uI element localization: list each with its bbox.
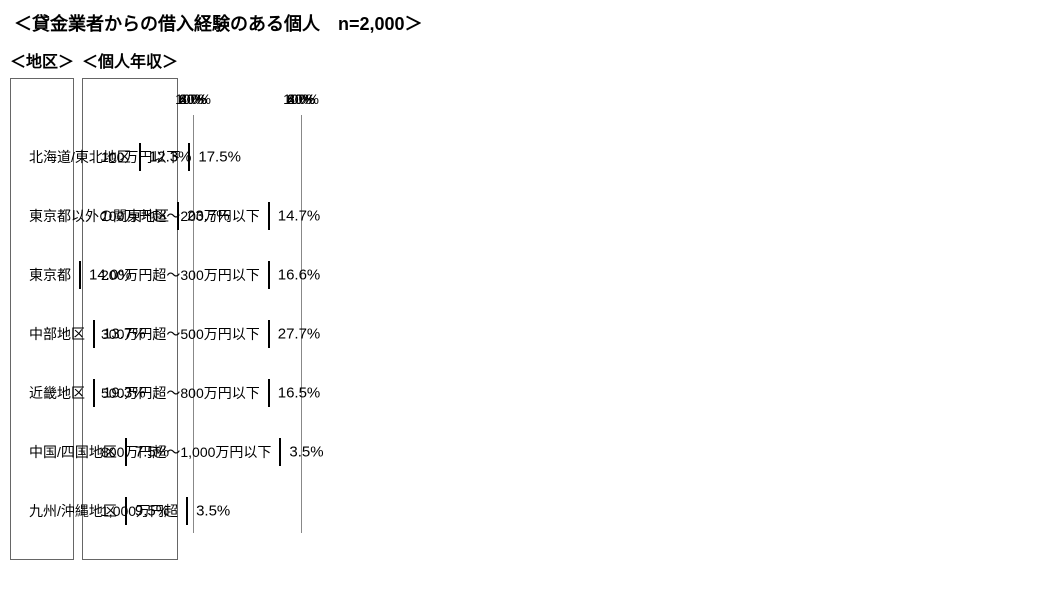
category-label: 300万円超～500万円以下 [101,324,268,344]
bar-value-label: 16.6% [278,266,321,283]
category-label: 800万円超～1,000万円以下 [101,442,279,462]
bar-row: 中部地区13.7% [29,317,55,351]
panel-left-title: ＜地区＞ [10,48,74,72]
bar-rows: 100万円以下17.5% 100万円超～200万円以下14.7% 200万円超～30… [101,127,159,541]
bar-row: 東京都以外の関東地区23.7% [29,199,55,233]
category-label: 100万円超～200万円以下 [101,206,268,226]
bar-row: 500万円超～800万円以下16.5% [101,376,159,410]
bar [268,379,270,407]
bar [79,261,81,289]
bar [268,320,270,348]
bar-row: 東京都14.0% [29,258,55,292]
panel-left-wrap: ＜地区＞ 0%20%40%60%80%100%北海道/東北地区12.3%東京都以… [10,48,74,560]
bar-row: 中国/四国地区7.5% [29,435,55,469]
bar-value-label: 14.7% [278,207,321,224]
bar [268,202,270,230]
bar [188,143,190,171]
panel-left: 0%20%40%60%80%100%北海道/東北地区12.3%東京都以外の関東地… [10,78,74,560]
bar-value-label: 3.5% [289,444,323,461]
chart-right: 0%20%40%60%80%100%100万円以下17.5%100万円超～200… [83,79,177,559]
gridline [301,115,302,533]
bar-row: 1,000万円超3.5% [101,494,159,528]
panel-right-title: ＜個人年収＞ [82,48,178,72]
category-label: 東京都 [29,265,79,285]
bar-rows: 北海道/東北地区12.3% 東京都以外の関東地区23.7% 東京都14.0% 中部地区… [29,127,55,541]
bar-value-label: 3.5% [196,503,230,520]
bar [268,261,270,289]
bar [186,497,188,525]
bar [279,438,281,466]
main-title: ＜貸金業者からの借入経験のある個人 n=2,000＞ [10,10,1045,36]
bar-row: 100万円超～200万円以下14.7% [101,199,159,233]
panels: ＜地区＞ 0%20%40%60%80%100%北海道/東北地区12.3%東京都以… [10,48,1045,560]
bar-value-label: 16.5% [278,385,321,402]
bar-value-label: 27.7% [278,325,321,342]
bar-value-label: 17.5% [198,148,241,165]
bar-row: 近畿地区19.3% [29,376,55,410]
panel-right: 0%20%40%60%80%100%100万円以下17.5%100万円超～200… [82,78,178,560]
bar-row: 300万円超～500万円以下27.7% [101,317,159,351]
bar-row: 九州/沖縄地区9.5% [29,494,55,528]
bar-row: 100万円以下17.5% [101,140,159,174]
tick-label: 100% [283,91,319,107]
bar-row: 北海道/東北地区12.3% [29,140,55,174]
category-label: 1,000万円超 [101,501,186,521]
category-label: 200万円超～300万円以下 [101,265,268,285]
bar-row: 800万円超～1,000万円以下3.5% [101,435,159,469]
chart-left: 0%20%40%60%80%100%北海道/東北地区12.3%東京都以外の関東地… [11,79,73,559]
panel-right-wrap: ＜個人年収＞ 0%20%40%60%80%100%100万円以下17.5%100… [82,48,178,560]
tick-label: 100% [175,91,211,107]
category-label: 100万円以下 [101,147,188,167]
bar-row: 200万円超～300万円以下16.6% [101,258,159,292]
category-label: 500万円超～800万円以下 [101,383,268,403]
